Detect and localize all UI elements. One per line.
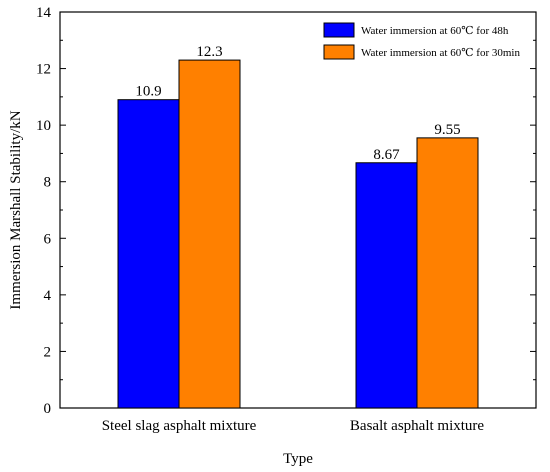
bar — [416, 137, 479, 409]
y-tick-label: 6 — [44, 231, 52, 247]
x-tick-label: Basalt asphalt mixture — [350, 418, 484, 434]
x-axis-title: Type — [283, 451, 313, 467]
y-axis-title: Immersion Marshall Stability/kN — [8, 110, 24, 309]
data-label: 8.67 — [373, 147, 400, 163]
bars: 10.9 12.3 8.67 9.55 — [117, 44, 479, 409]
legend-swatch — [323, 22, 355, 38]
legend-label: Water immersion at 60℃ for 30min — [361, 47, 520, 59]
legend: Water immersion at 60℃ for 48h Water imme… — [323, 22, 520, 60]
data-label: 9.55 — [434, 122, 460, 138]
bar — [178, 59, 241, 409]
y-tick-label: 4 — [44, 288, 52, 304]
x-tick-label: Steel slag asphalt mixture — [102, 418, 257, 434]
y-tick-label: 14 — [36, 5, 52, 21]
y-tick-label: 12 — [36, 62, 51, 78]
legend-label: Water immersion at 60℃ for 48h — [361, 25, 509, 37]
y-tick-label: 8 — [44, 175, 52, 191]
data-label: 10.9 — [135, 84, 161, 100]
x-axis: Steel slag asphalt mixture Basalt asphalt… — [102, 402, 484, 434]
bar — [117, 99, 180, 409]
legend-swatch — [323, 44, 355, 60]
y-tick-label: 0 — [44, 401, 52, 417]
data-label: 12.3 — [196, 44, 222, 60]
bar — [355, 162, 418, 409]
y-tick-label: 10 — [36, 118, 51, 134]
y-axis: 0 2 4 6 8 10 12 14 — [36, 5, 536, 417]
y-tick-label: 2 — [44, 344, 52, 360]
